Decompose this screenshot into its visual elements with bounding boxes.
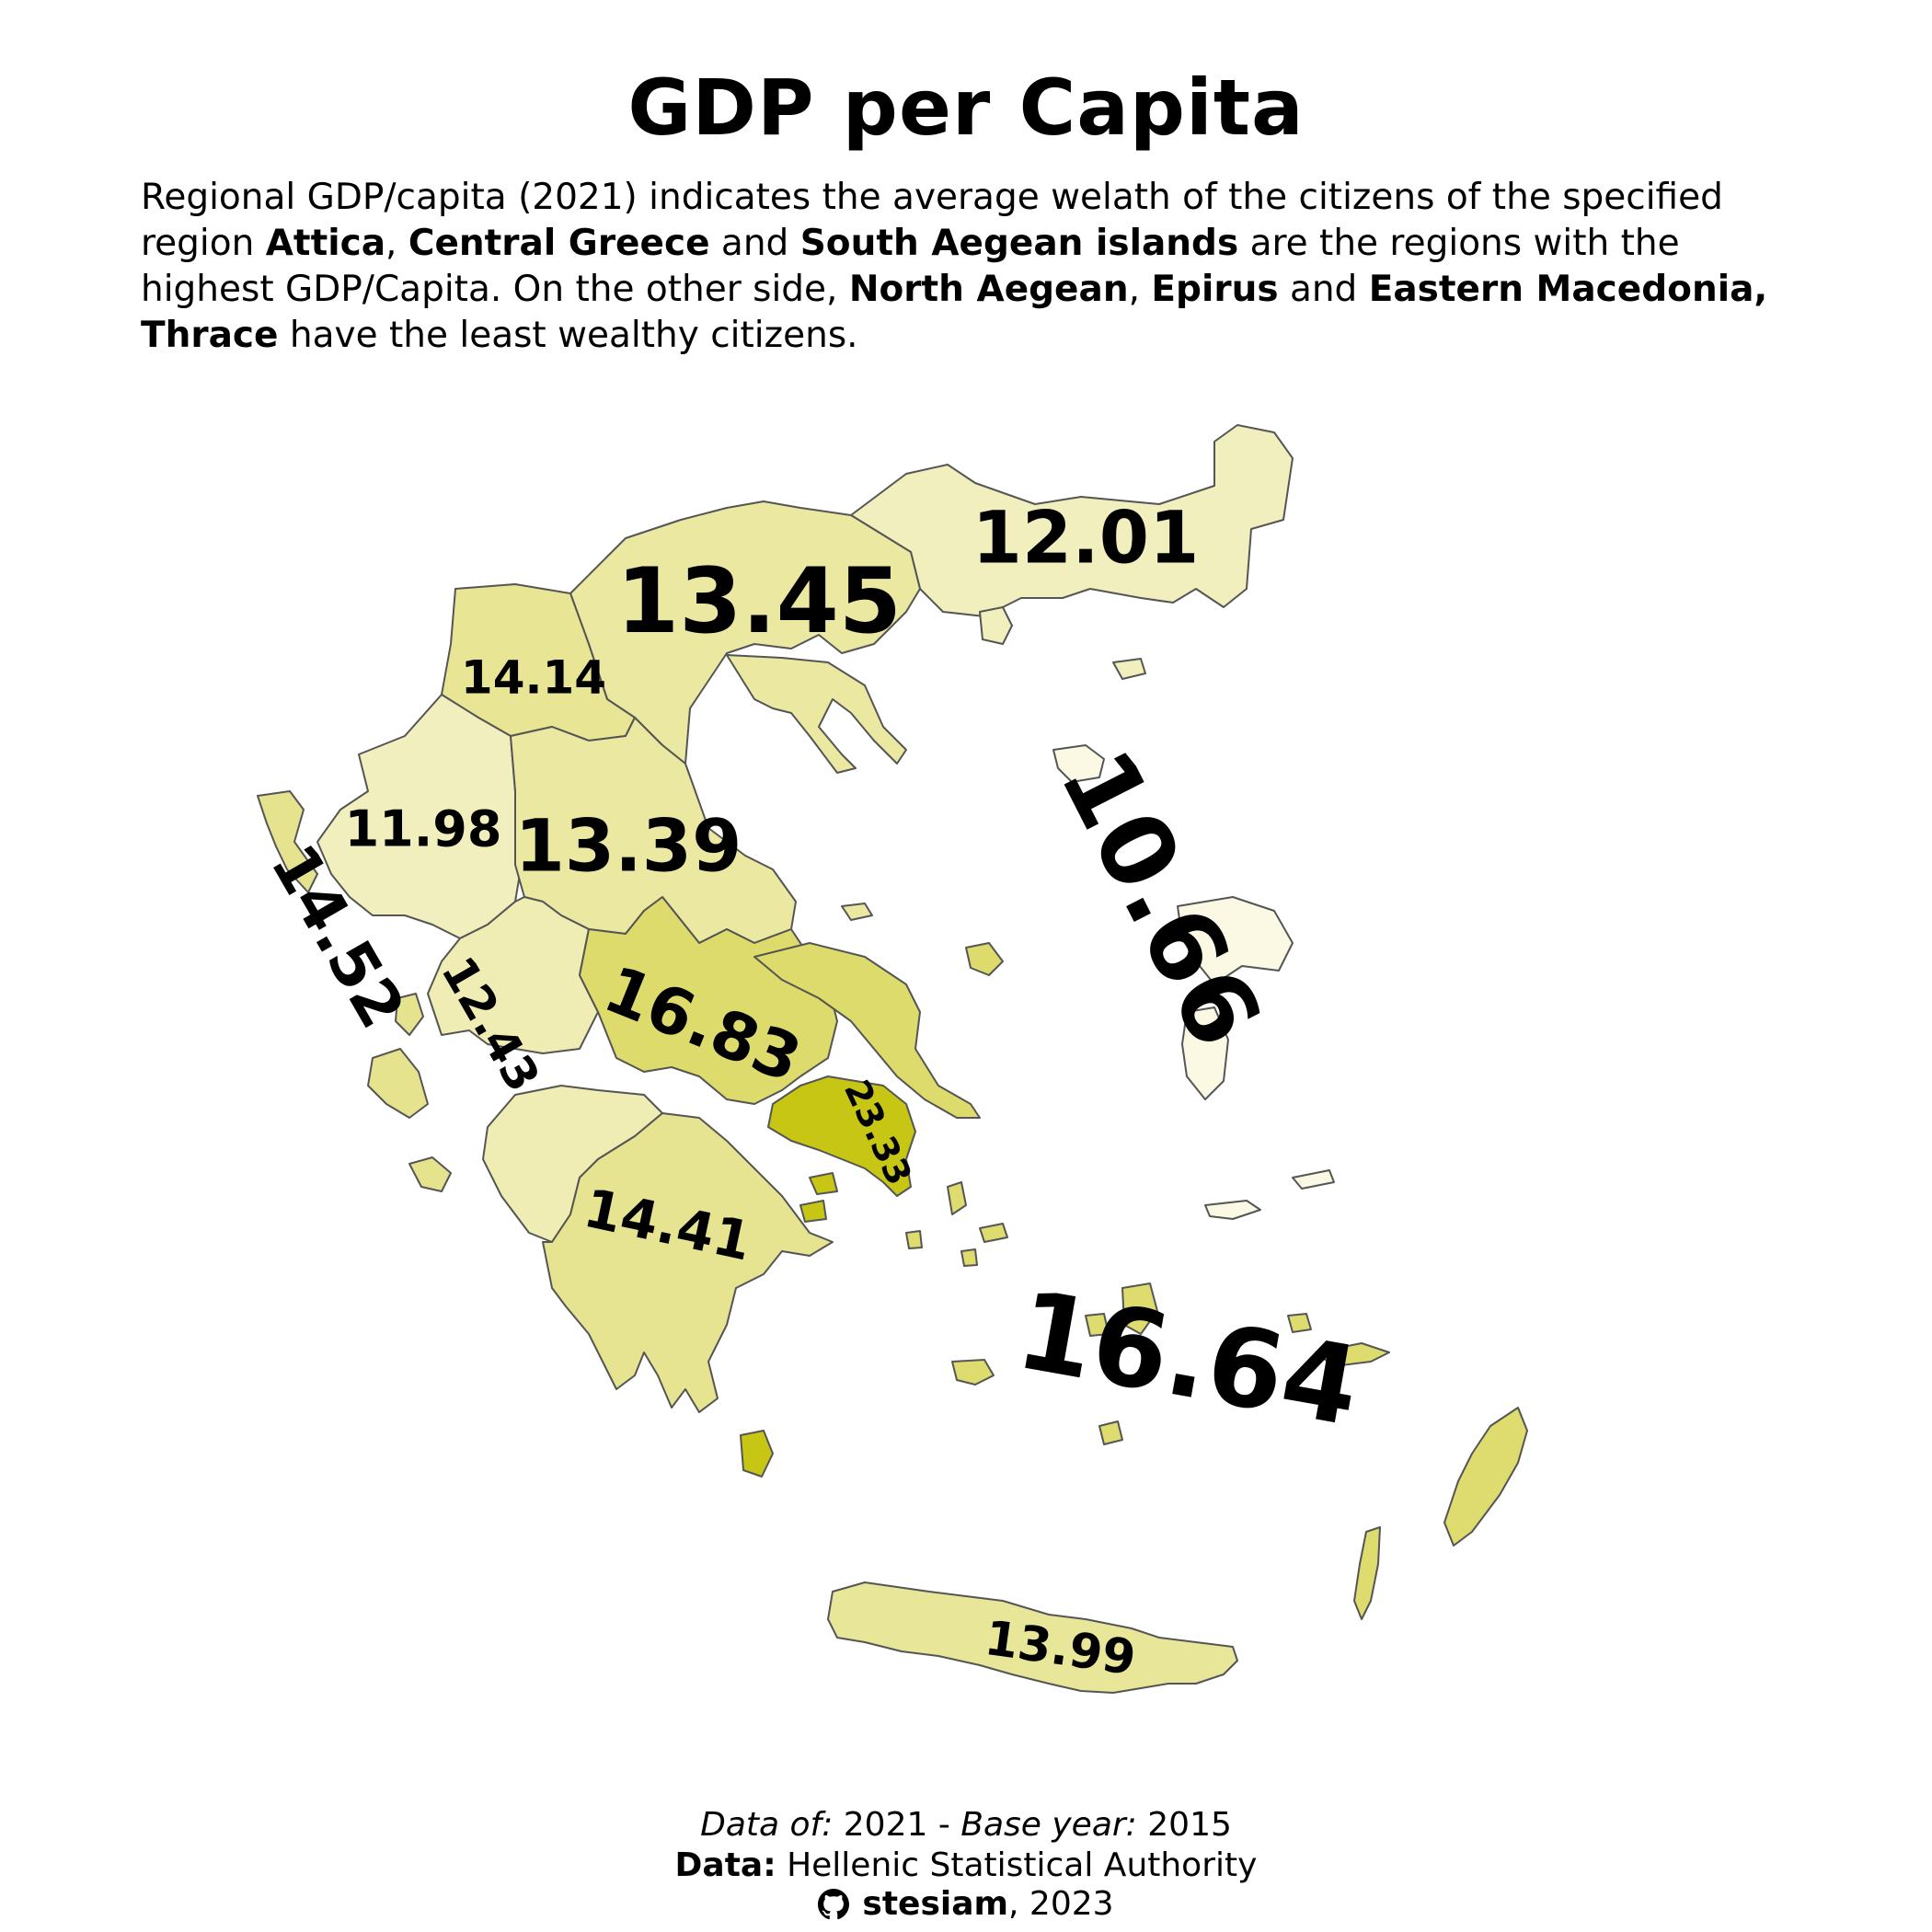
- region-north-aegean-samos: [1204, 1200, 1261, 1220]
- chart-subtitle: Regional GDP/capita (2021) indicates the…: [141, 177, 1768, 356]
- caption-source: Data: Hellenic Statistical Authority: [674, 1846, 1258, 1884]
- region-south-aegean-syros: [960, 1248, 978, 1267]
- label-thessaly: 13.39: [515, 805, 742, 888]
- region-north-aegean-chios: [1181, 1006, 1229, 1100]
- region-central-greece-skyros: [965, 942, 1004, 976]
- region-north-aegean-limnos: [1052, 744, 1105, 783]
- region-south-aegean-tinos: [979, 1223, 1008, 1243]
- region-north-aegean-lesvos: [1177, 896, 1294, 985]
- region-south-aegean-kalymnos: [1287, 1313, 1312, 1333]
- region-eastern-macedonia-thrace-thasos: [979, 606, 1013, 645]
- region-south-aegean-andros: [947, 1181, 967, 1215]
- region-peloponnese: [542, 1112, 834, 1413]
- region-western-greece-mainland: [427, 896, 599, 1054]
- region-eastern-macedonia-thrace-samothrace: [1112, 658, 1146, 680]
- region-north-aegean-ikaria: [1292, 1169, 1335, 1190]
- region-ionian-islands-zakynthos: [408, 1156, 452, 1192]
- region-crete: [827, 1581, 1238, 1694]
- region-ionian-islands-kefalonia: [367, 1048, 429, 1119]
- region-central-greece-mainland: [579, 896, 838, 1105]
- region-south-aegean-kos: [1315, 1342, 1390, 1367]
- region-central-greece-evia: [753, 942, 981, 1119]
- region-south-aegean-karpathos: [1353, 1526, 1381, 1620]
- region-ionian-islands-corfu: [257, 790, 318, 893]
- label-western-macedonia: 14.14: [461, 651, 606, 705]
- caption-author: stesiam, 2023: [0, 1884, 1932, 1930]
- label-south-aegean: 16.64: [1008, 1266, 1369, 1451]
- region-south-aegean-santorini: [1098, 1420, 1123, 1445]
- region-attica-aegina: [799, 1200, 827, 1223]
- chart-title: GDP per Capita: [627, 63, 1305, 153]
- region-attica-kythira: [740, 1430, 774, 1478]
- region-south-aegean-kea: [905, 1230, 923, 1249]
- region-south-aegean-milos: [951, 1359, 995, 1386]
- region-south-aegean-rhodes: [1443, 1407, 1528, 1547]
- caption-data-of: Data of: 2021 - Base year: 2015: [700, 1806, 1232, 1844]
- region-ionian-islands-lefkada: [395, 993, 424, 1036]
- label-central-macedonia: 13.45: [616, 549, 902, 654]
- region-central-macedonia-chalkidiki: [726, 654, 907, 774]
- region-attica: [767, 1075, 916, 1197]
- github-icon: [818, 1889, 850, 1930]
- label-epirus: 11.98: [345, 800, 502, 858]
- label-crete: 13.99: [982, 1611, 1139, 1686]
- label-eastern-macedonia-thrace: 12.01: [972, 497, 1200, 580]
- region-thessaly-sporades: [841, 903, 873, 921]
- label-north-aegean: 10.66: [1038, 732, 1282, 1064]
- region-south-aegean-paros: [1085, 1313, 1110, 1337]
- region-attica-salamina: [809, 1172, 838, 1195]
- region-south-aegean-naxos: [1121, 1282, 1158, 1335]
